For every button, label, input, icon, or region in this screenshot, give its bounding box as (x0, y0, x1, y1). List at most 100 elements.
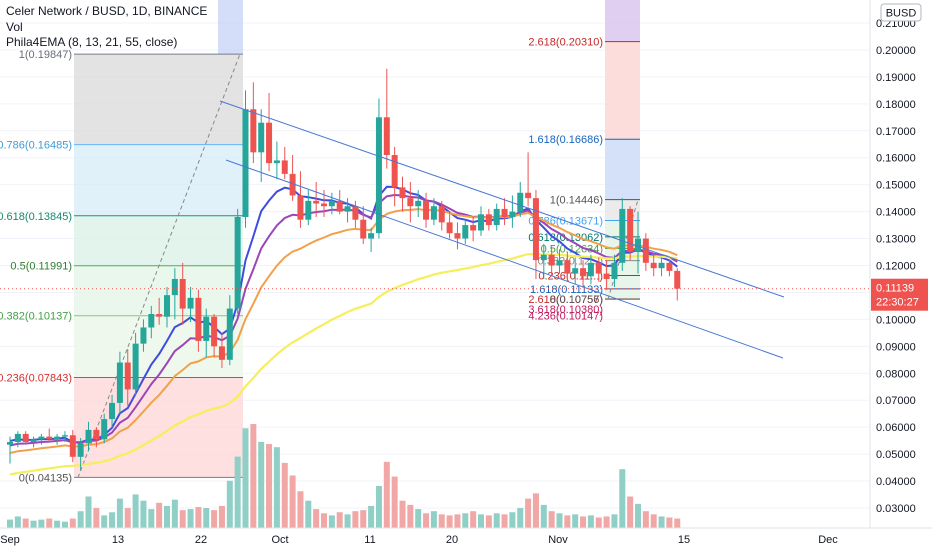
fib-right-label: 2.618(0.10757) (528, 294, 603, 306)
volume-bar (407, 504, 414, 528)
volume-bar (540, 504, 547, 528)
volume-bar (423, 513, 430, 528)
candle (38, 433, 45, 445)
candle (297, 171, 304, 228)
volume-bar (391, 476, 398, 528)
candle (564, 252, 571, 282)
volume-bar (234, 456, 241, 528)
price-tick-label: 0.13000 (876, 234, 916, 246)
fib-left-label: 0(0.04135) (19, 472, 72, 484)
candle (242, 90, 249, 228)
volume-bar (211, 510, 218, 528)
volume-bar (658, 516, 665, 528)
candle (195, 289, 202, 352)
volume-bar (124, 508, 131, 528)
volume-bar (132, 494, 139, 528)
volume-bar (509, 512, 516, 528)
candle-body (218, 346, 225, 360)
candle-body (77, 443, 84, 457)
candle (218, 332, 225, 368)
candle (336, 190, 343, 215)
channel-upper-line (219, 100, 785, 298)
candle-body (454, 233, 461, 239)
candle (164, 287, 170, 328)
candle (423, 192, 430, 228)
candle (360, 206, 367, 244)
price-tick-label: 0.07000 (876, 395, 916, 407)
candle-body (368, 233, 375, 239)
volume-bar (478, 514, 484, 528)
time-tick-label: 15 (678, 534, 690, 546)
candle (525, 152, 532, 207)
candle-body (250, 109, 257, 153)
candle (171, 268, 178, 320)
candle (501, 198, 508, 226)
price-tick-label: 0.05000 (876, 449, 916, 461)
ema-line (9, 185, 678, 444)
volume-bar (305, 500, 312, 528)
candle-body (674, 270, 681, 289)
candle-body (642, 238, 649, 263)
candle-body (493, 208, 500, 226)
candle-body (164, 295, 170, 317)
volume-bar (352, 511, 359, 528)
time-tick-label: 11 (364, 534, 375, 546)
time-tick-label: Nov (548, 534, 568, 546)
candle-body (93, 429, 100, 440)
candle-body (556, 260, 563, 266)
candle-body (30, 439, 37, 442)
volume-bar (642, 511, 649, 528)
symbol-title: Celer Network / BUSD, 1D, BINANCE (6, 4, 208, 18)
time-tick-label: 20 (446, 534, 458, 546)
candle-body (124, 362, 131, 390)
candle (226, 295, 233, 366)
volume-bar (375, 486, 382, 528)
candle-body (85, 429, 92, 444)
candle-body (517, 192, 524, 212)
volume-bar (140, 500, 147, 528)
volume-bar (226, 480, 233, 528)
fib-left-zone (74, 215, 243, 266)
candle (603, 260, 610, 290)
volume-bar (415, 509, 422, 528)
candle-body (635, 238, 641, 253)
candle-body (666, 262, 673, 271)
last-price-tag (871, 278, 928, 311)
fib-right-label: 4.236(0.10147) (528, 310, 603, 322)
candle (258, 109, 265, 182)
candle-body (383, 117, 390, 156)
fib-left-label: 0.236(0.07843) (0, 373, 72, 385)
candle (101, 413, 108, 444)
volume-bar (595, 517, 602, 528)
volume-bar (179, 510, 186, 528)
volume-bar (611, 514, 618, 528)
candle (289, 155, 296, 201)
candle-body (156, 314, 163, 317)
volume-bar (77, 511, 84, 528)
candle (93, 427, 100, 448)
candle (116, 351, 123, 414)
volume-bar (619, 469, 626, 528)
volume-bar (101, 515, 108, 528)
candle-body (391, 155, 398, 188)
volume-bar (46, 518, 53, 528)
candle-body (281, 160, 288, 174)
volume-bar (564, 515, 571, 528)
volume-bar (650, 514, 657, 528)
candle (658, 257, 665, 277)
candle-body (14, 433, 21, 442)
volume-bar (635, 503, 641, 528)
candle (383, 68, 390, 169)
price-tick-label: 0.03000 (876, 503, 916, 515)
chart-legend: Celer Network / BUSD, 1D, BINANCE Vol Ph… (6, 4, 207, 51)
candle (485, 208, 492, 231)
fib-right-label: 3.618(0.10380) (528, 304, 603, 316)
fib-right-label: 2.618(0.20310) (528, 37, 603, 49)
volume-bar (187, 509, 194, 528)
candle (305, 190, 312, 226)
candle (572, 257, 579, 285)
candle-body (273, 160, 280, 164)
volume-bar (218, 505, 225, 528)
volume-bar (525, 498, 532, 528)
